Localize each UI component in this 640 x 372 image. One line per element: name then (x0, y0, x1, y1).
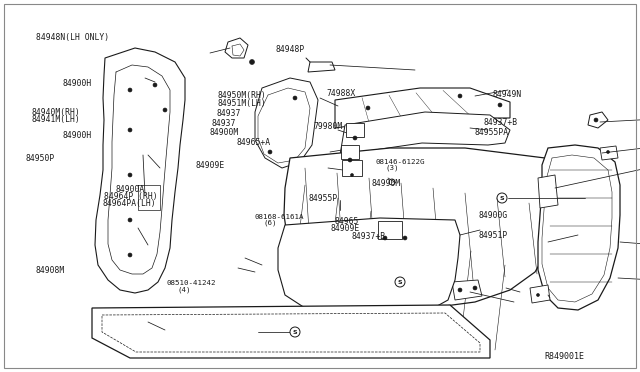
Text: (6): (6) (264, 220, 277, 227)
Circle shape (128, 218, 132, 222)
Circle shape (498, 103, 502, 107)
Text: 84900H: 84900H (62, 131, 92, 140)
Circle shape (473, 286, 477, 290)
Text: 79980M: 79980M (314, 122, 343, 131)
Polygon shape (92, 305, 490, 358)
Polygon shape (588, 112, 608, 128)
Circle shape (128, 88, 132, 92)
Polygon shape (538, 175, 558, 208)
Polygon shape (278, 218, 460, 315)
Text: 84955P: 84955P (308, 194, 338, 203)
Text: 84949N: 84949N (493, 90, 522, 99)
Polygon shape (308, 62, 335, 72)
Circle shape (293, 96, 297, 100)
Polygon shape (335, 88, 510, 128)
Text: 74988X: 74988X (326, 89, 356, 97)
Circle shape (395, 277, 405, 287)
Text: 84937: 84937 (216, 109, 241, 118)
Bar (346, 123, 364, 137)
Circle shape (594, 118, 598, 122)
Text: 84909E: 84909E (330, 224, 360, 233)
Text: 08146-6122G: 08146-6122G (376, 159, 425, 165)
Circle shape (497, 193, 507, 203)
Text: 84937: 84937 (211, 119, 236, 128)
Polygon shape (600, 146, 618, 160)
Polygon shape (538, 145, 620, 310)
Polygon shape (95, 48, 185, 293)
Text: 84940M(RH): 84940M(RH) (32, 108, 81, 117)
Text: 84955PA: 84955PA (475, 128, 509, 137)
Circle shape (153, 83, 157, 87)
Polygon shape (452, 280, 482, 300)
Text: 84965+A: 84965+A (237, 138, 271, 147)
Circle shape (536, 294, 540, 296)
Text: 84937+B: 84937+B (484, 118, 518, 127)
Circle shape (128, 128, 132, 132)
Circle shape (403, 236, 407, 240)
Text: (4): (4) (178, 287, 191, 294)
Circle shape (128, 173, 132, 177)
Circle shape (607, 151, 609, 154)
Circle shape (383, 236, 387, 240)
Text: S: S (292, 330, 298, 334)
Circle shape (366, 106, 370, 110)
Circle shape (128, 253, 132, 257)
Circle shape (163, 108, 167, 112)
Text: 84900G: 84900G (479, 211, 508, 220)
Polygon shape (284, 148, 558, 308)
Text: 84948N(LH ONLY): 84948N(LH ONLY) (36, 33, 109, 42)
Text: 84951M(LH): 84951M(LH) (218, 99, 266, 108)
Text: 08510-41242: 08510-41242 (166, 280, 216, 286)
Text: 84900A: 84900A (115, 185, 145, 194)
Text: 84950P: 84950P (26, 154, 55, 163)
Circle shape (353, 136, 357, 140)
Circle shape (351, 173, 353, 176)
Text: 84951P: 84951P (479, 231, 508, 240)
Polygon shape (530, 285, 550, 303)
Text: 08168-6161A: 08168-6161A (254, 214, 303, 219)
Text: 84909E: 84909E (196, 161, 225, 170)
Polygon shape (340, 112, 510, 155)
Polygon shape (225, 38, 248, 58)
Text: S: S (500, 196, 504, 201)
Text: S: S (397, 279, 403, 285)
Text: 84964PA(LH): 84964PA(LH) (102, 199, 156, 208)
Text: R849001E: R849001E (544, 352, 584, 361)
Circle shape (458, 94, 462, 98)
Text: 84964P (RH): 84964P (RH) (104, 192, 158, 201)
Text: 84900H: 84900H (62, 79, 92, 88)
Polygon shape (255, 78, 318, 168)
Text: 84965: 84965 (334, 217, 358, 226)
Bar (341, 145, 359, 159)
Circle shape (348, 158, 352, 162)
Text: 84950M(RH): 84950M(RH) (218, 92, 266, 100)
Bar (378, 221, 402, 239)
Text: (3): (3) (385, 165, 399, 171)
Text: 84941M(LH): 84941M(LH) (32, 115, 81, 124)
Text: 84908M: 84908M (35, 266, 65, 275)
Circle shape (290, 327, 300, 337)
Text: 84948P: 84948P (275, 45, 305, 54)
Text: 84900M: 84900M (210, 128, 239, 137)
Circle shape (458, 288, 462, 292)
Text: 84990M: 84990M (371, 179, 401, 187)
Bar (342, 160, 362, 176)
Circle shape (250, 60, 255, 64)
Text: 84937+B: 84937+B (352, 232, 386, 241)
Circle shape (268, 150, 272, 154)
Polygon shape (390, 175, 410, 188)
